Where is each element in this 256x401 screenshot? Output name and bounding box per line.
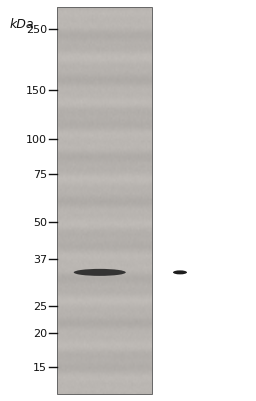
Ellipse shape: [173, 271, 187, 275]
Text: 25: 25: [33, 301, 47, 311]
Text: kDa: kDa: [10, 18, 35, 31]
Text: 20: 20: [33, 328, 47, 338]
Text: 15: 15: [33, 362, 47, 372]
Text: 50: 50: [33, 218, 47, 228]
Text: 250: 250: [26, 25, 47, 35]
Text: 100: 100: [26, 135, 47, 145]
Ellipse shape: [74, 269, 126, 276]
Text: 150: 150: [26, 86, 47, 96]
Bar: [57, 8, 152, 394]
Text: 37: 37: [33, 254, 47, 264]
Text: 75: 75: [33, 169, 47, 179]
